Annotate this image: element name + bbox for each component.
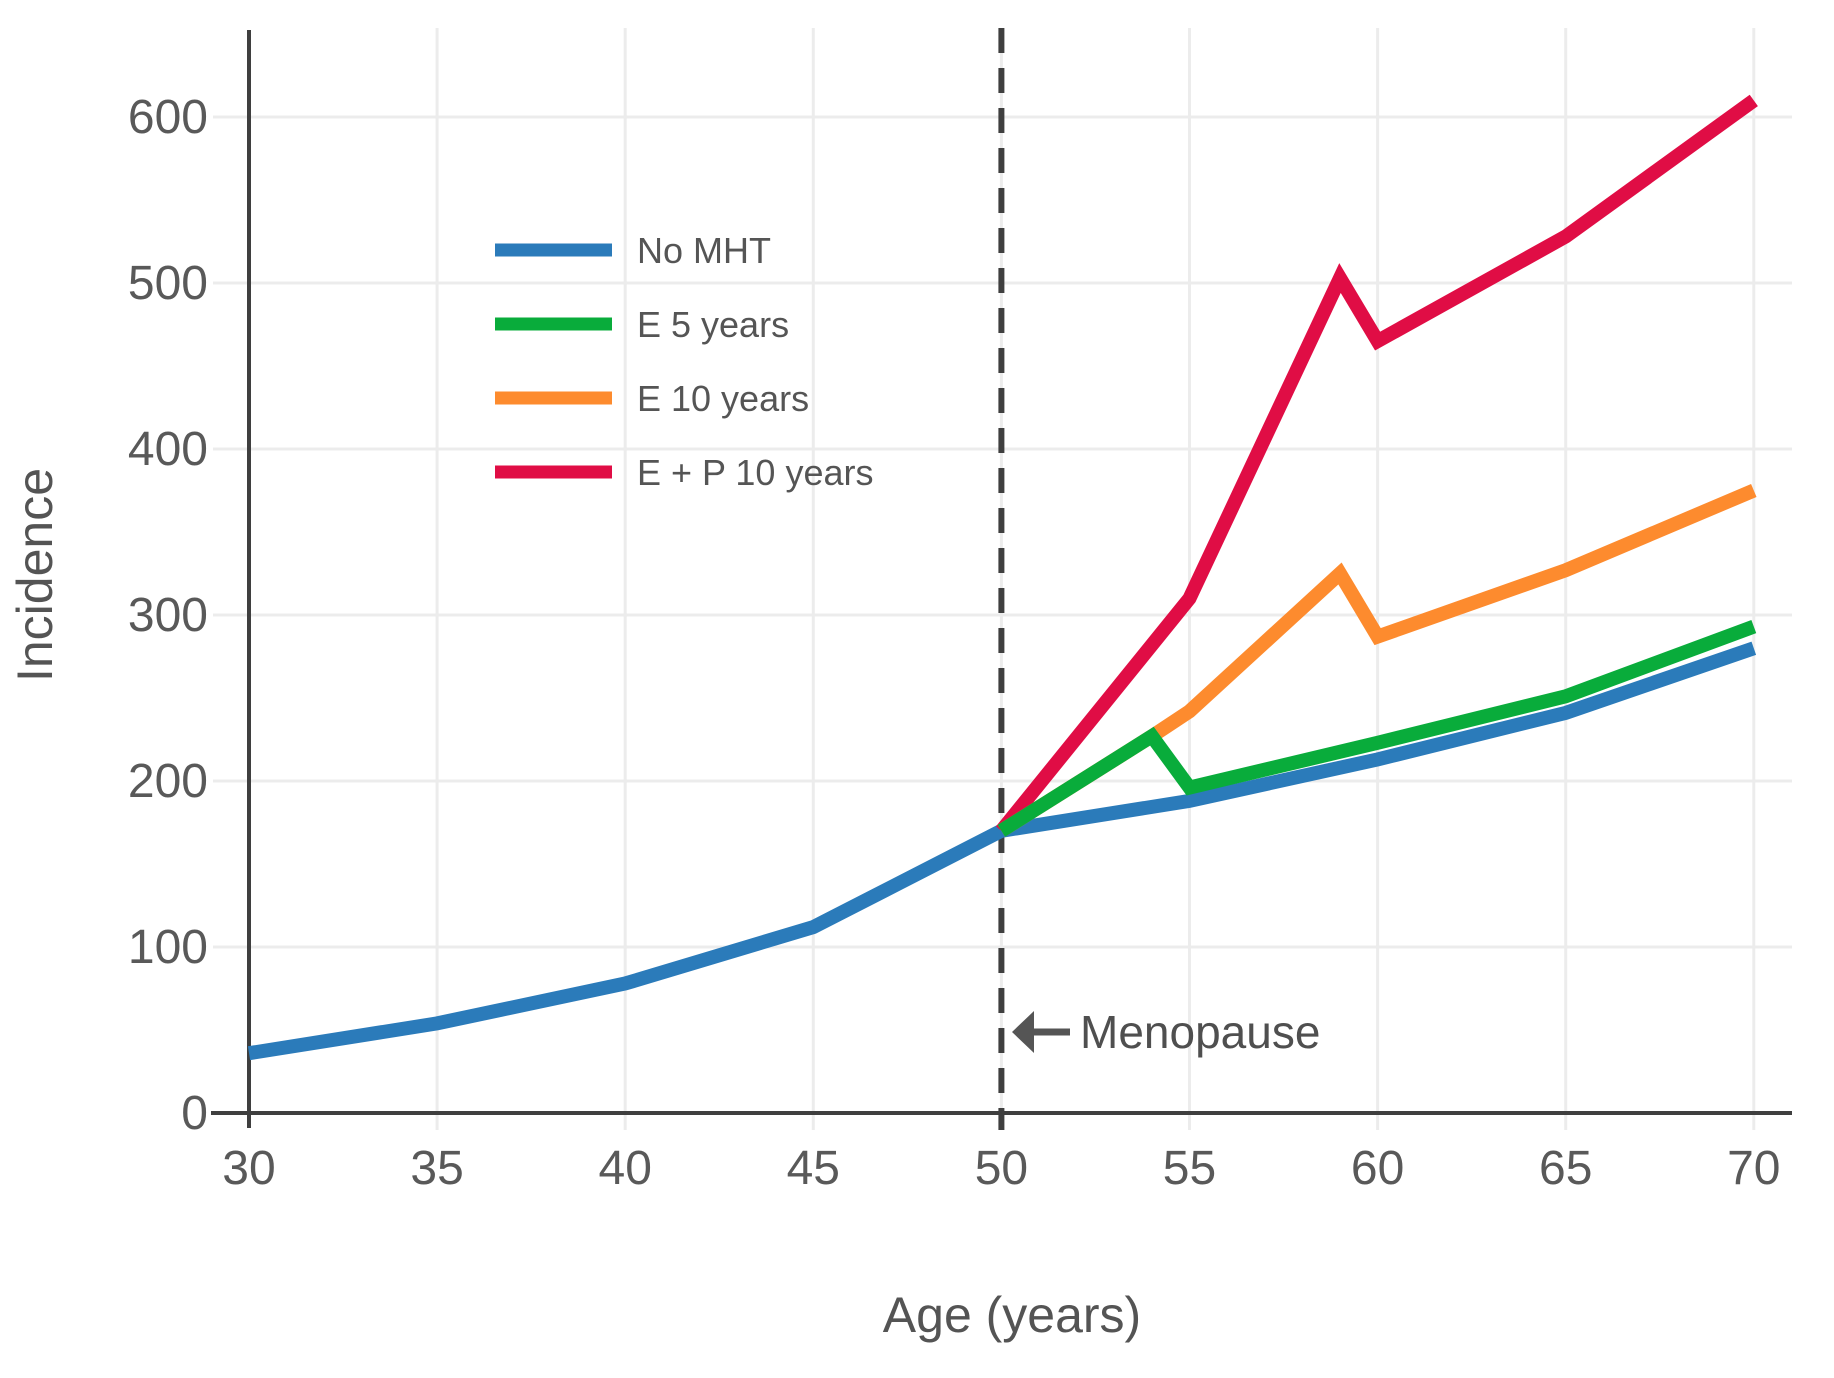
left-arrow-icon <box>1012 1011 1070 1053</box>
x-tick-label: 40 <box>599 1142 652 1195</box>
y-tick-label: 0 <box>181 1087 208 1140</box>
y-tick-label: 400 <box>128 423 208 476</box>
x-tick-label: 60 <box>1351 1142 1404 1195</box>
legend-item-e-10-years: E 10 years <box>495 378 809 419</box>
menopause-label: Menopause <box>1080 1006 1320 1058</box>
legend-label: E 5 years <box>637 304 789 345</box>
y-tick-label: 300 <box>128 589 208 642</box>
legend-item-e-5-years: E 5 years <box>495 304 789 345</box>
tick-labels: 30 35 40 45 50 55 60 65 70 0 100 200 300 400 500 600 <box>128 91 1781 1195</box>
x-tick-label: 65 <box>1539 1142 1592 1195</box>
legend-label: E + P 10 years <box>637 452 873 493</box>
axes <box>211 30 1792 1128</box>
series-line-e-5-years <box>997 620 1757 837</box>
x-tick-label: 55 <box>1163 1142 1216 1195</box>
legend-label: E 10 years <box>637 378 809 419</box>
x-axis-title: Age (years) <box>883 1287 1141 1343</box>
legend-item-no-mht: No MHT <box>495 230 771 271</box>
x-tick-label: 70 <box>1727 1142 1780 1195</box>
legend-item-e-p-10-years: E + P 10 years <box>495 452 873 493</box>
x-tick-label: 30 <box>222 1142 275 1195</box>
x-tick-label: 45 <box>787 1142 840 1195</box>
x-tick-label: 50 <box>975 1142 1028 1195</box>
legend-label: No MHT <box>637 230 771 271</box>
x-tick-label: 35 <box>410 1142 463 1195</box>
y-tick-label: 500 <box>128 257 208 310</box>
y-axis-title: Incidence <box>7 468 63 682</box>
menopause-annotation: Menopause <box>1012 1006 1320 1058</box>
y-tick-label: 100 <box>128 921 208 974</box>
y-tick-label: 600 <box>128 91 208 144</box>
series-line-e-p-10-years <box>995 94 1758 836</box>
series-lines <box>247 94 1758 1061</box>
legend: No MHT E 5 years E 10 years E + P 10 years <box>495 230 873 493</box>
y-tick-label: 200 <box>128 755 208 808</box>
